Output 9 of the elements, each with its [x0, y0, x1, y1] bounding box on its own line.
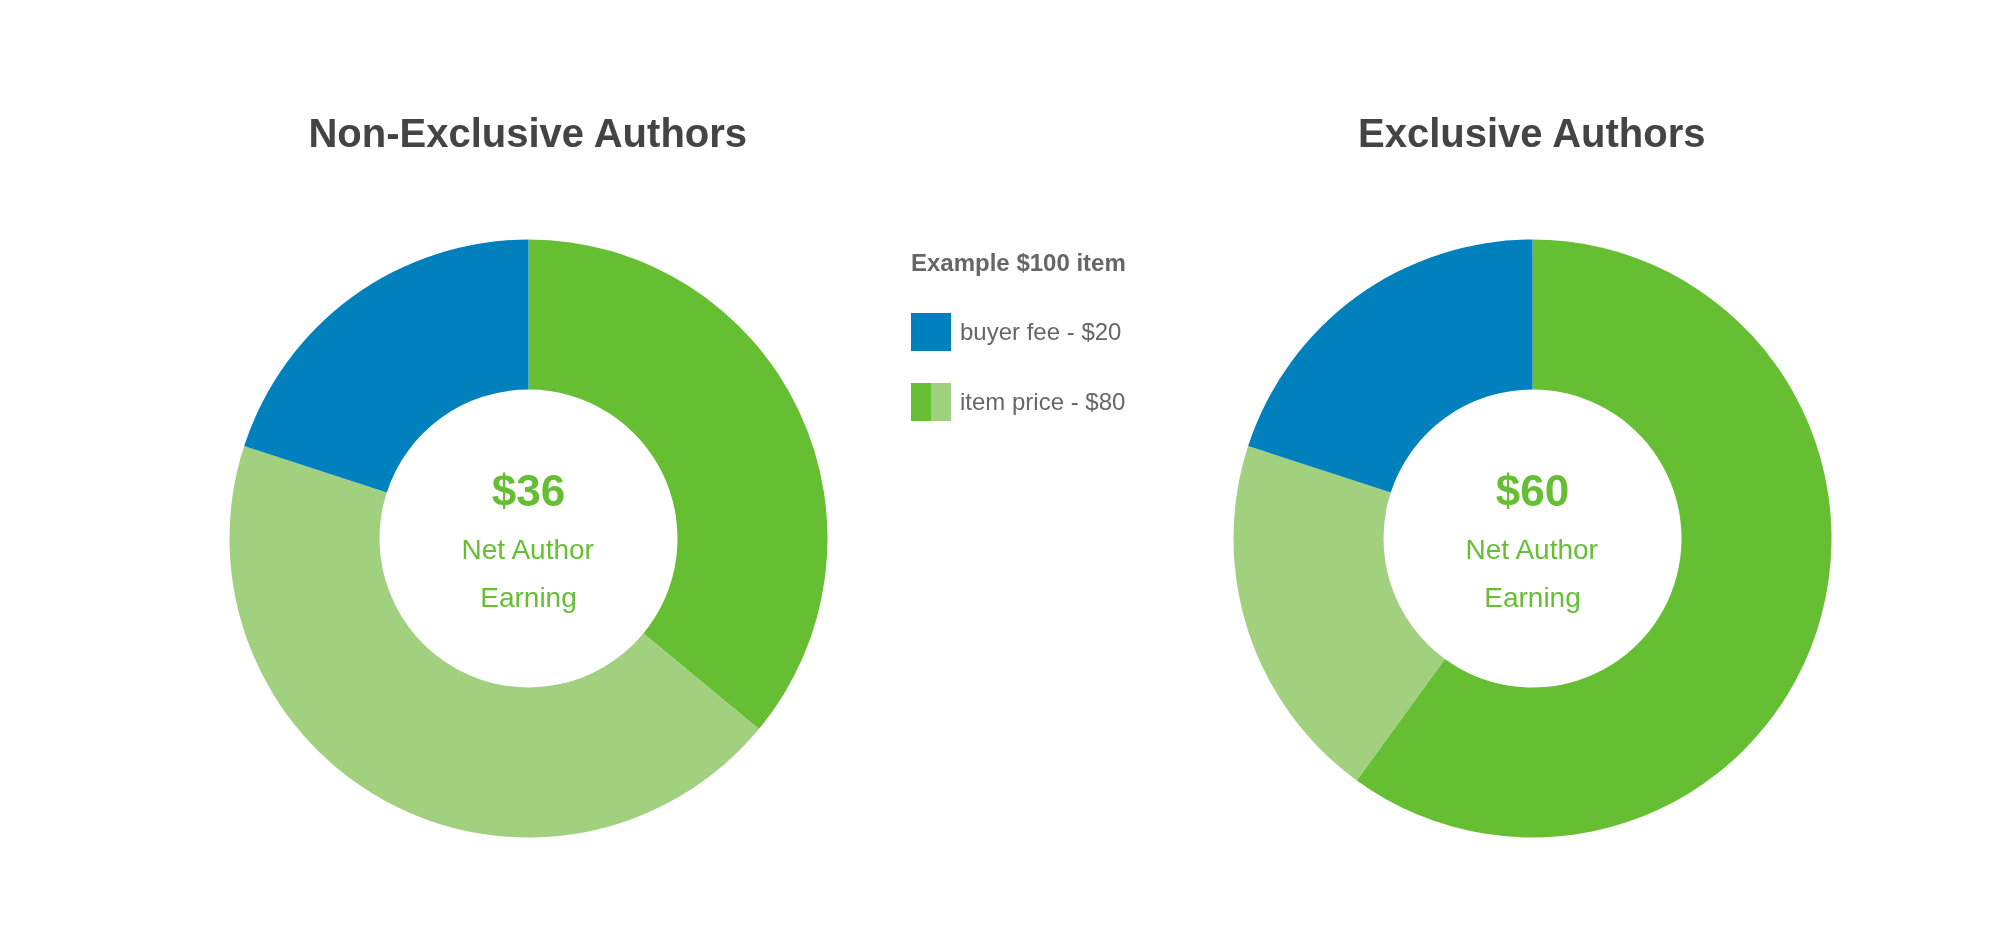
chart-title: Exclusive Authors	[1358, 110, 1706, 155]
text: item price - $80	[960, 388, 1126, 416]
text: $60	[1495, 466, 1570, 515]
chart-title: Non-Exclusive Authors	[308, 110, 748, 155]
text: Example $100 item	[911, 248, 1126, 278]
text: $36	[491, 466, 566, 515]
text: buyer fee - $20	[960, 318, 1122, 346]
text: Net Author Earning	[1465, 534, 1598, 613]
text: Net Author Earning	[461, 534, 594, 613]
